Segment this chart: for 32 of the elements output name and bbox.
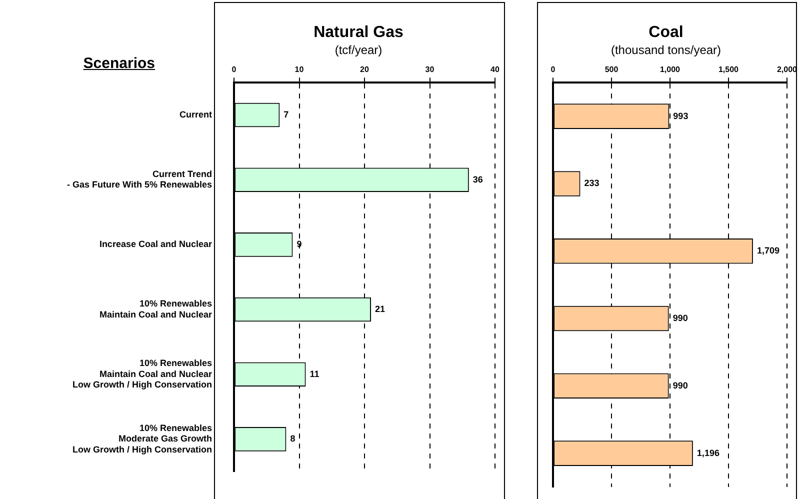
- data-label: 8: [290, 434, 296, 444]
- x-tick-label: 0: [232, 65, 237, 74]
- y-tick-label: Current Trend - Gas Future With 5% Renewables: [67, 168, 212, 190]
- y-tick-label: 10% Renewables Maintain Coal and Nuclear: [99, 298, 212, 320]
- data-label: 7: [284, 110, 289, 120]
- chart-subtitle: (tcf/year): [334, 43, 384, 57]
- data-label: 990: [672, 312, 688, 323]
- data-label: 1,196: [696, 448, 720, 458]
- x-tick-label: 40: [490, 65, 500, 74]
- data-label: 993: [673, 110, 688, 121]
- x-tick-label: 2,000: [776, 65, 798, 74]
- x-tick-label: 10: [294, 65, 304, 74]
- x-tick-label: 500: [604, 65, 619, 74]
- data-label: 1,709: [756, 246, 780, 256]
- x-tick-label: 1,000: [660, 65, 681, 74]
- y-axis-title: Scenarios: [82, 55, 155, 72]
- y-tick-label: Increase Coal and Nuclear: [99, 239, 212, 250]
- x-tick-label: 20: [360, 65, 370, 74]
- chart-title: Natural Gas: [312, 24, 404, 42]
- chart-title: Coal: [648, 24, 684, 42]
- data-label: 21: [375, 304, 386, 314]
- chart-subtitle: (thousand tons/year): [610, 43, 722, 57]
- y-tick-label: 10% Renewables Maintain Coal and Nuclear Low Growth / High Conservation: [72, 358, 212, 390]
- x-tick-label: 30: [425, 65, 435, 74]
- x-tick-label: 0: [550, 65, 556, 74]
- data-label: 11: [310, 368, 320, 379]
- y-tick-label: Current: [179, 110, 212, 120]
- data-label: 990: [672, 380, 688, 390]
- data-label: 233: [584, 178, 600, 188]
- x-tick-label: 1,500: [718, 65, 740, 74]
- data-label: 36: [472, 174, 483, 184]
- y-tick-label: 10% Renewables Moderate Gas Growth Low Growth / High Conservation: [72, 422, 212, 454]
